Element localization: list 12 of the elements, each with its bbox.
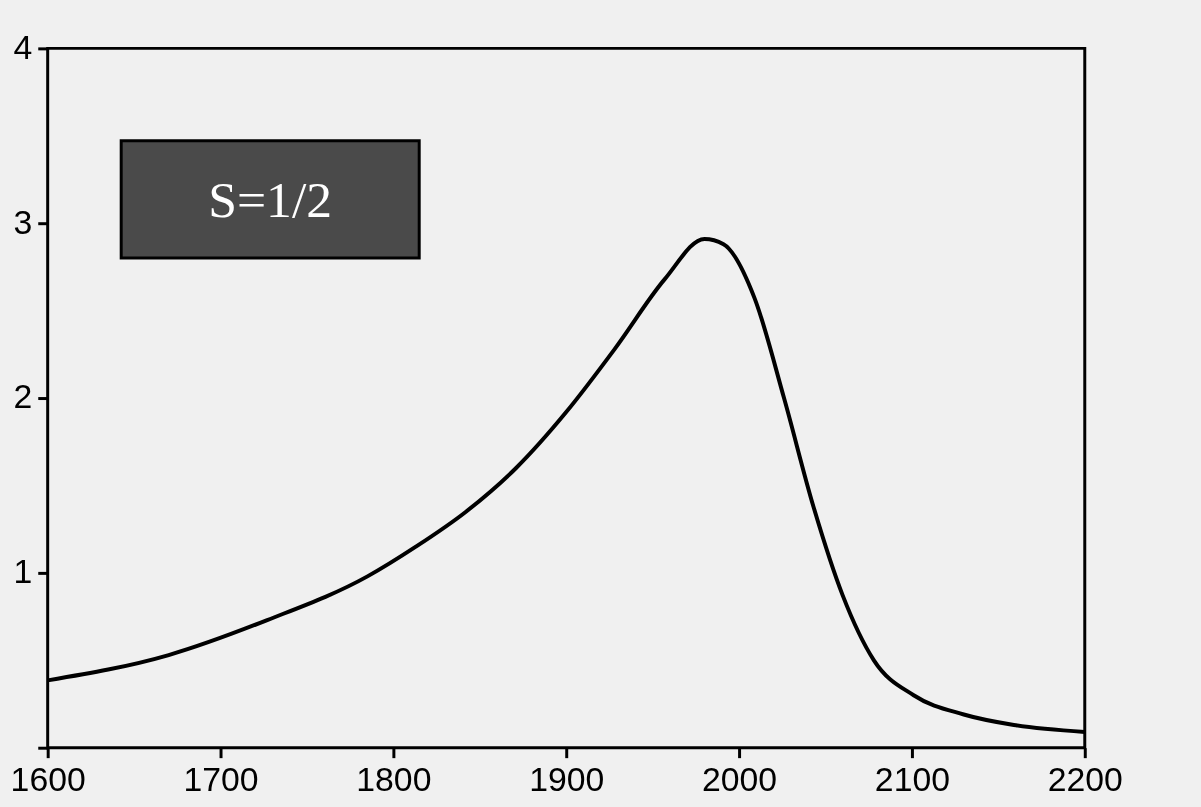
x-tick-label: 2000 xyxy=(702,759,778,798)
x-tick-label: 2200 xyxy=(1047,759,1123,798)
x-tick-label: 1800 xyxy=(356,759,432,798)
y-tick-label: 4 xyxy=(13,27,33,66)
x-tick-label: 1900 xyxy=(529,759,605,798)
y-tick-label: 2 xyxy=(13,377,33,416)
x-tick-label: 1600 xyxy=(10,759,86,798)
x-tick-label: 1700 xyxy=(183,759,259,798)
annotation: S=1/2 xyxy=(208,171,333,229)
x-tick-label: 2100 xyxy=(874,759,950,798)
y-tick-label: 1 xyxy=(13,552,33,591)
y-tick-label: 3 xyxy=(13,202,33,241)
